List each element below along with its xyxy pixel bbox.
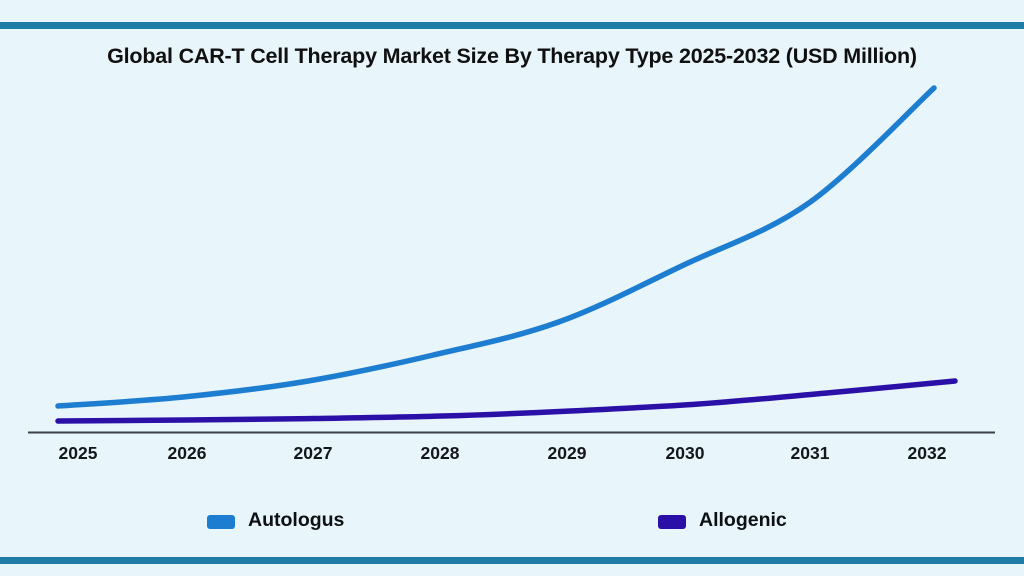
chart-title: Global CAR-T Cell Therapy Market Size By…	[107, 44, 917, 68]
x-axis-label-2030: 2030	[665, 443, 705, 463]
x-axis-label-2026: 2026	[167, 443, 207, 463]
legend-swatch-allogenic-icon	[658, 514, 686, 529]
legend-swatch-autologus-icon	[207, 514, 235, 529]
legend-label-autologus: Autologus	[248, 509, 345, 531]
series-line-autologus	[55, 85, 937, 409]
x-axis-label-2025: 2025	[58, 443, 98, 463]
legend-label-allogenic: Allogenic	[699, 509, 787, 531]
legend-item-allogenic: Allogenic	[658, 509, 787, 532]
series-line-allogenic	[55, 378, 958, 424]
top-accent-bar	[0, 22, 1024, 29]
bottom-accent-bar	[0, 557, 1024, 564]
x-axis-label-2032: 2032	[907, 443, 947, 463]
x-axis-label-2029: 2029	[547, 443, 587, 463]
x-axis-label-2031: 2031	[790, 443, 830, 463]
x-axis-label-2028: 2028	[420, 443, 460, 463]
x-axis-label-2027: 2027	[293, 443, 333, 463]
legend-item-autologus: Autologus	[207, 509, 344, 532]
